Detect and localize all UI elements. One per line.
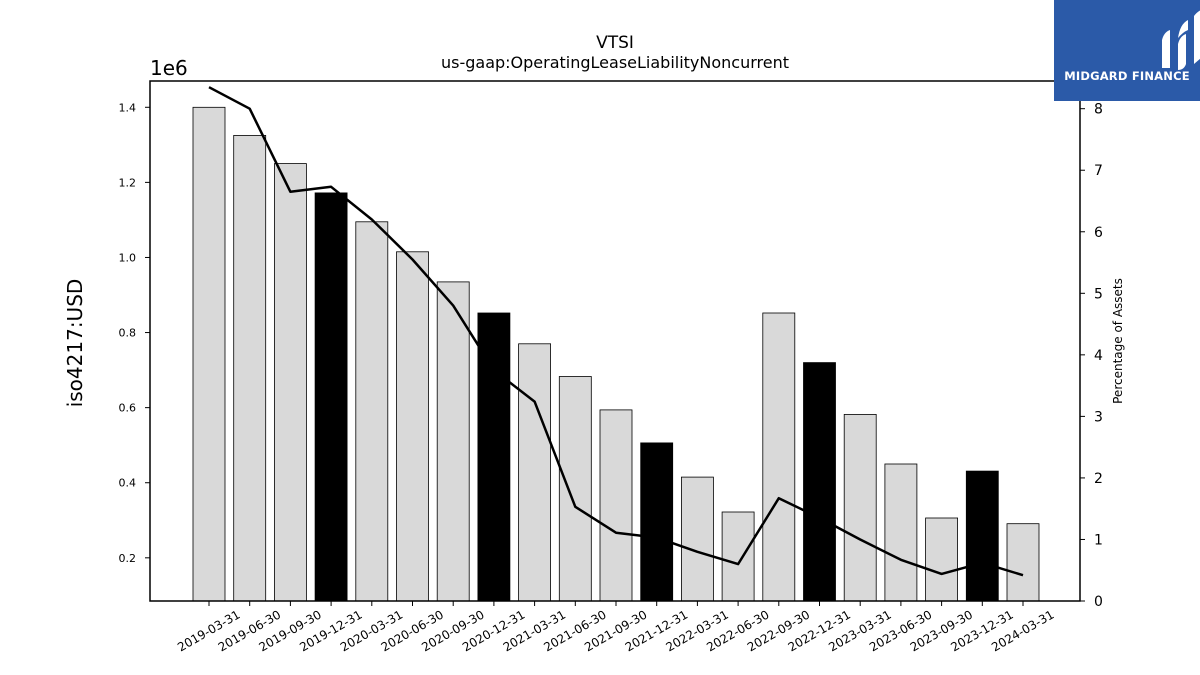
y-tick-label: 0.2 xyxy=(119,552,137,565)
bar xyxy=(803,362,836,602)
brand-logo: MIDGARD FINANCE xyxy=(1054,0,1200,101)
bar xyxy=(233,134,267,602)
bar xyxy=(558,376,592,602)
bar xyxy=(477,312,511,602)
y2-tick-label: 4 xyxy=(1094,348,1103,364)
bar xyxy=(762,312,796,602)
y2-tick-label: 5 xyxy=(1094,286,1103,302)
bar xyxy=(436,281,470,602)
series-line xyxy=(208,86,1024,577)
bar xyxy=(355,221,389,602)
bar xyxy=(640,442,674,602)
y2-tick-label: 8 xyxy=(1094,102,1103,118)
plot-frame xyxy=(149,80,1081,602)
chart-title: VTSI xyxy=(596,33,634,53)
bar xyxy=(396,251,429,602)
bar xyxy=(518,343,551,602)
y2-tick-label: 7 xyxy=(1094,163,1103,179)
y2-tick-label: 6 xyxy=(1094,225,1103,241)
x-axis-ticks: 2019-03-312019-06-302019-09-302019-12-31… xyxy=(175,601,1057,654)
bar xyxy=(925,517,958,602)
bar xyxy=(314,192,348,602)
y2-tick-label: 2 xyxy=(1094,471,1103,487)
y-axis-label: iso4217:USD xyxy=(63,279,87,408)
y-tick-label: 1.4 xyxy=(119,101,137,114)
y-offset-text: 1e6 xyxy=(150,56,188,80)
y2-tick-label: 3 xyxy=(1094,409,1103,425)
bar-group xyxy=(192,106,1040,602)
bar xyxy=(192,106,226,602)
bar xyxy=(843,413,877,602)
y-tick-label: 0.6 xyxy=(119,402,137,415)
y2-axis-ticks: 0 1 2 3 4 5 6 7 8 xyxy=(1080,102,1103,610)
y-tick-label: 1.0 xyxy=(119,251,137,264)
bar xyxy=(721,511,755,602)
bar xyxy=(1006,523,1040,602)
line-group xyxy=(208,86,1024,577)
bar xyxy=(965,470,999,602)
logo-mark-icon xyxy=(1162,10,1200,70)
y-axis-ticks: 0.2 0.4 0.6 0.8 1.0 1.2 1.4 xyxy=(119,101,150,565)
bar xyxy=(599,409,633,602)
bar xyxy=(681,476,714,602)
bar xyxy=(884,463,918,602)
y2-axis-label: Percentage of Assets xyxy=(1111,278,1125,404)
y2-tick-label: 1 xyxy=(1094,532,1103,548)
logo-text: MIDGARD FINANCE xyxy=(1064,69,1190,83)
chart-subtitle: us-gaap:OperatingLeaseLiabilityNoncurren… xyxy=(441,53,789,72)
y-tick-label: 1.2 xyxy=(119,176,137,189)
y-tick-label: 0.4 xyxy=(119,477,137,490)
y-tick-label: 0.8 xyxy=(119,327,137,340)
bar xyxy=(273,163,307,602)
y2-tick-label: 0 xyxy=(1094,594,1103,610)
